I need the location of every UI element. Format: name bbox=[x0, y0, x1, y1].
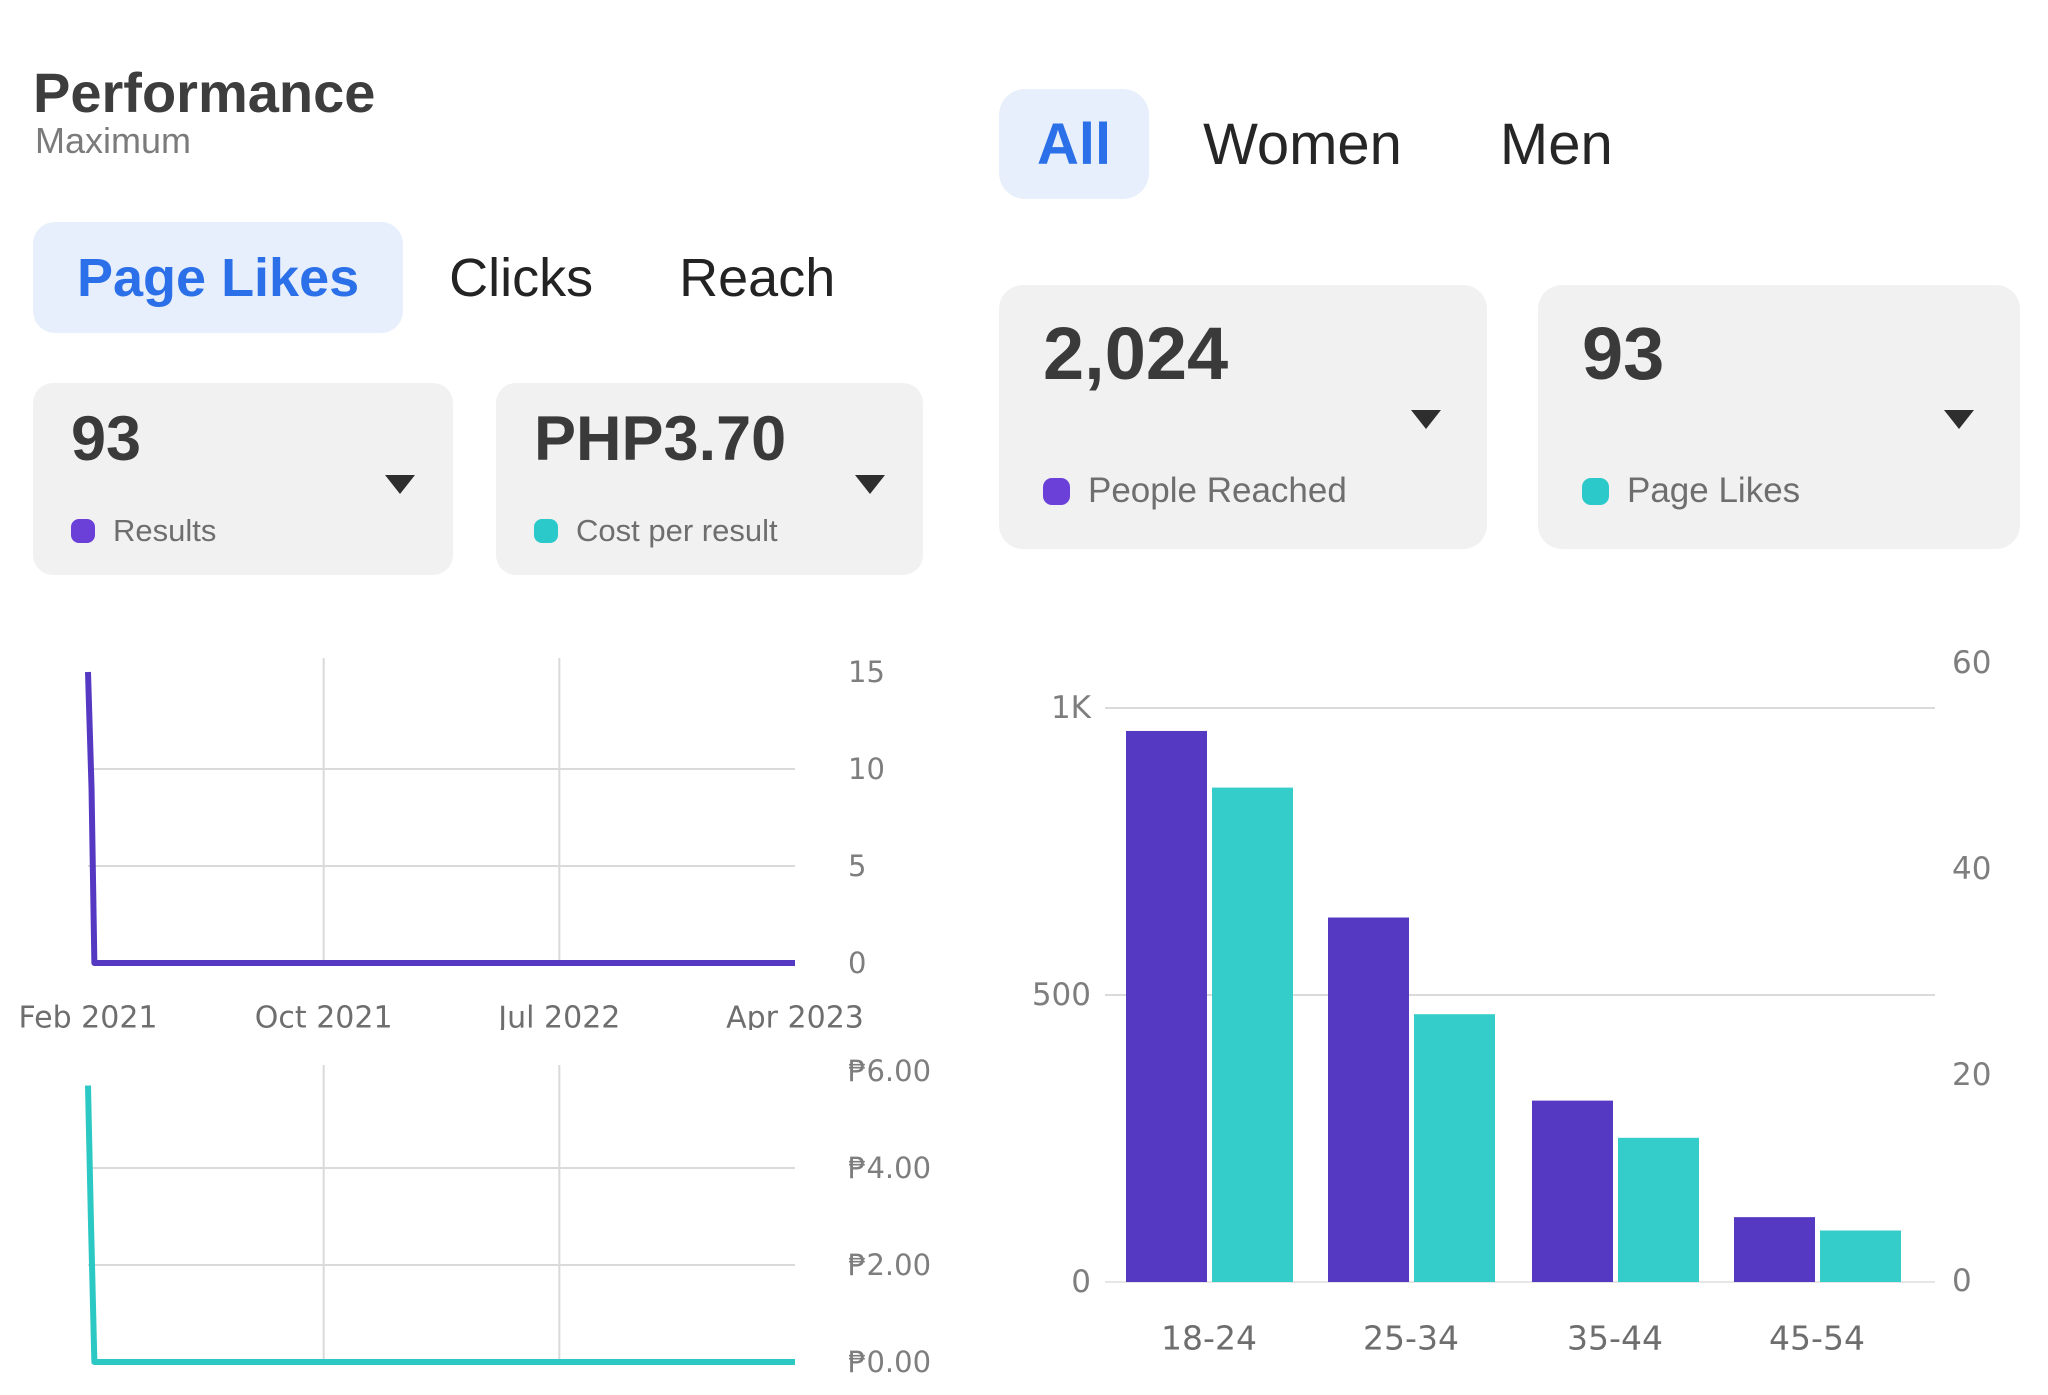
svg-text:₱2.00: ₱2.00 bbox=[848, 1248, 930, 1282]
svg-text:15: 15 bbox=[848, 655, 885, 689]
results-metric-card[interactable]: 93 Results bbox=[33, 383, 453, 575]
tab-page-likes-label: Page Likes bbox=[77, 247, 360, 308]
svg-text:10: 10 bbox=[848, 752, 885, 786]
svg-text:500: 500 bbox=[1032, 977, 1091, 1013]
results-legend: Results bbox=[71, 513, 216, 549]
svg-text:5: 5 bbox=[848, 849, 866, 883]
results-line-chart: 15 10 5 0 Feb 2021 Oct 2021 Jul 2022 Apr 2023 bbox=[19, 655, 885, 1031]
chevron-down-icon[interactable] bbox=[1944, 410, 1974, 429]
tab-all[interactable]: All bbox=[999, 89, 1150, 199]
svg-text:₱4.00: ₱4.00 bbox=[848, 1151, 930, 1185]
cost-legend: Cost per result bbox=[534, 513, 778, 549]
tab-page-likes[interactable]: Page Likes bbox=[33, 222, 404, 333]
svg-text:Jul 2022: Jul 2022 bbox=[496, 1001, 620, 1031]
budget-subtitle: Maximum bbox=[35, 120, 192, 161]
people-reached-metric-card[interactable]: 2,024 People Reached bbox=[999, 285, 1487, 549]
metric-tabs: Page Likes Clicks Reach bbox=[33, 222, 835, 333]
svg-text:0: 0 bbox=[1071, 1264, 1091, 1300]
page-likes-metric-card[interactable]: 93 Page Likes bbox=[1538, 285, 2020, 549]
cost-per-result-line-chart: ₱6.00 ₱4.00 ₱2.00 ₱0.00 bbox=[85, 1054, 930, 1379]
tab-men[interactable]: Men bbox=[1499, 111, 1613, 177]
tab-all-label: All bbox=[1037, 111, 1112, 177]
results-value: 93 bbox=[71, 404, 142, 474]
cost-label: Cost per result bbox=[576, 513, 778, 548]
page-title: Performance bbox=[33, 60, 376, 124]
tab-reach[interactable]: Reach bbox=[679, 247, 836, 308]
purple-dot-icon bbox=[1043, 477, 1070, 505]
svg-text:Feb 2021: Feb 2021 bbox=[19, 1001, 158, 1031]
teal-dot-icon bbox=[1582, 477, 1609, 505]
page-likes-value: 93 bbox=[1582, 312, 1665, 395]
svg-text:40: 40 bbox=[1952, 851, 1991, 887]
people-reached-label: People Reached bbox=[1088, 471, 1347, 510]
tab-clicks[interactable]: Clicks bbox=[449, 247, 594, 308]
chevron-down-icon[interactable] bbox=[855, 475, 885, 494]
svg-text:0: 0 bbox=[1952, 1263, 1972, 1299]
people-reached-value: 2,024 bbox=[1043, 312, 1229, 395]
tab-women[interactable]: Women bbox=[1203, 111, 1402, 177]
chevron-down-icon[interactable] bbox=[385, 475, 415, 494]
page-likes-label: Page Likes bbox=[1627, 471, 1801, 510]
results-label: Results bbox=[113, 513, 217, 548]
page-likes-legend: Page Likes bbox=[1582, 471, 1800, 511]
purple-dot-icon bbox=[71, 519, 95, 543]
teal-dot-icon bbox=[534, 519, 558, 543]
svg-text:25-34: 25-34 bbox=[1363, 1319, 1459, 1358]
people-reached-legend: People Reached bbox=[1043, 471, 1347, 511]
svg-text:1K: 1K bbox=[1051, 690, 1092, 726]
svg-text:Apr 2023: Apr 2023 bbox=[726, 1001, 864, 1031]
cost-value: PHP3.70 bbox=[534, 404, 787, 474]
svg-text:0: 0 bbox=[848, 946, 866, 980]
svg-text:35-44: 35-44 bbox=[1567, 1319, 1663, 1358]
chevron-down-icon[interactable] bbox=[1411, 410, 1441, 429]
svg-text:₱6.00: ₱6.00 bbox=[848, 1054, 930, 1088]
gender-tabs: All Women Men bbox=[999, 89, 1613, 199]
svg-text:20: 20 bbox=[1952, 1057, 1991, 1093]
svg-text:45-54: 45-54 bbox=[1769, 1319, 1865, 1358]
svg-text:18-24: 18-24 bbox=[1161, 1319, 1257, 1358]
svg-text:Oct 2021: Oct 2021 bbox=[255, 1001, 393, 1031]
cost-metric-card[interactable]: PHP3.70 Cost per result bbox=[496, 383, 923, 575]
svg-text:₱0.00: ₱0.00 bbox=[848, 1345, 930, 1379]
demographics-bar-chart: 1K 500 0 60 40 20 0 18-24 25-34 35-44 45-54 bbox=[1032, 645, 1992, 1358]
svg-text:60: 60 bbox=[1952, 645, 1991, 681]
